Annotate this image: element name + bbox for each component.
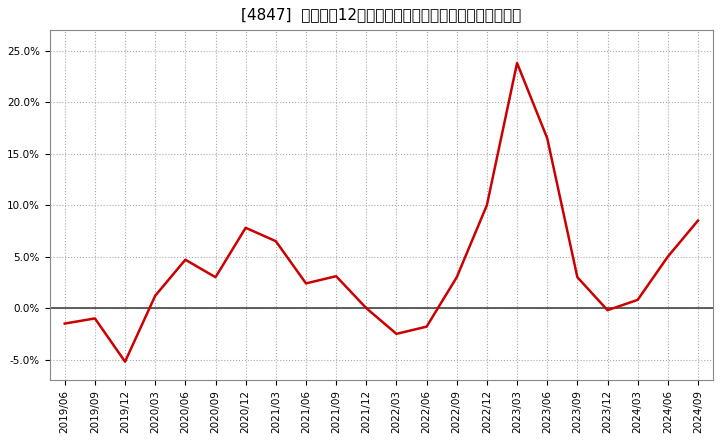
Title: [4847]  売上高の12か月移動合計の対前年同期増減率の推移: [4847] 売上高の12か月移動合計の対前年同期増減率の推移 xyxy=(241,7,521,22)
